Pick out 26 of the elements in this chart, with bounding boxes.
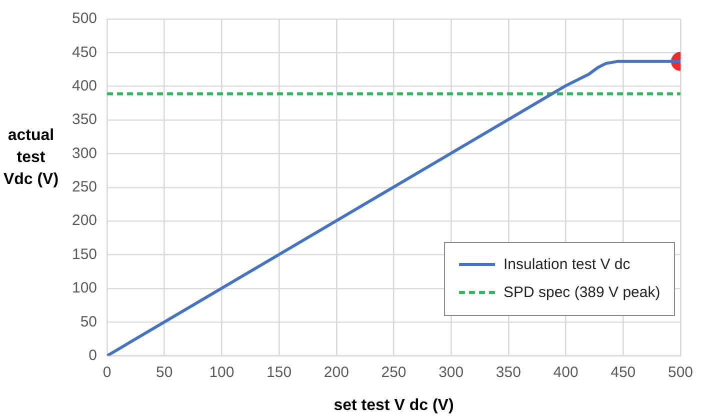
x-tick-label: 100 [209, 364, 234, 381]
x-tick-label: 300 [438, 364, 464, 381]
x-tick-label: 400 [553, 364, 578, 381]
y-tick-label: 150 [72, 246, 98, 263]
y-tick-label: 500 [72, 10, 98, 28]
x-tick-label: 450 [610, 364, 636, 381]
y-tick-label: 250 [72, 178, 98, 196]
x-tick-label: 500 [668, 364, 693, 381]
x-tick-label: 250 [381, 364, 406, 381]
y-tick-label: 450 [72, 44, 98, 61]
x-axis-title: set test V dc (V) [334, 396, 454, 414]
legend-label: Insulation test V dc [503, 256, 630, 274]
y-tick-label: 400 [72, 78, 98, 94]
y-axis-title: actual test Vdc (V) [2, 126, 60, 190]
x-tick-label: 350 [496, 364, 521, 381]
x-tick-label: 150 [266, 364, 292, 381]
y-tick-label: 50 [80, 313, 98, 330]
y-tick-label: 200 [72, 212, 98, 230]
x-tick-label: 50 [156, 364, 173, 381]
y-tick-label: 100 [72, 280, 98, 297]
legend-label: SPD spec (389 V peak) [503, 284, 660, 302]
y-tick-label: 300 [72, 144, 98, 162]
x-tick-label: 200 [324, 364, 349, 381]
y-tick-label: 0 [88, 346, 98, 364]
y-tick-label: 350 [72, 111, 98, 128]
x-tick-label: 0 [102, 364, 112, 381]
